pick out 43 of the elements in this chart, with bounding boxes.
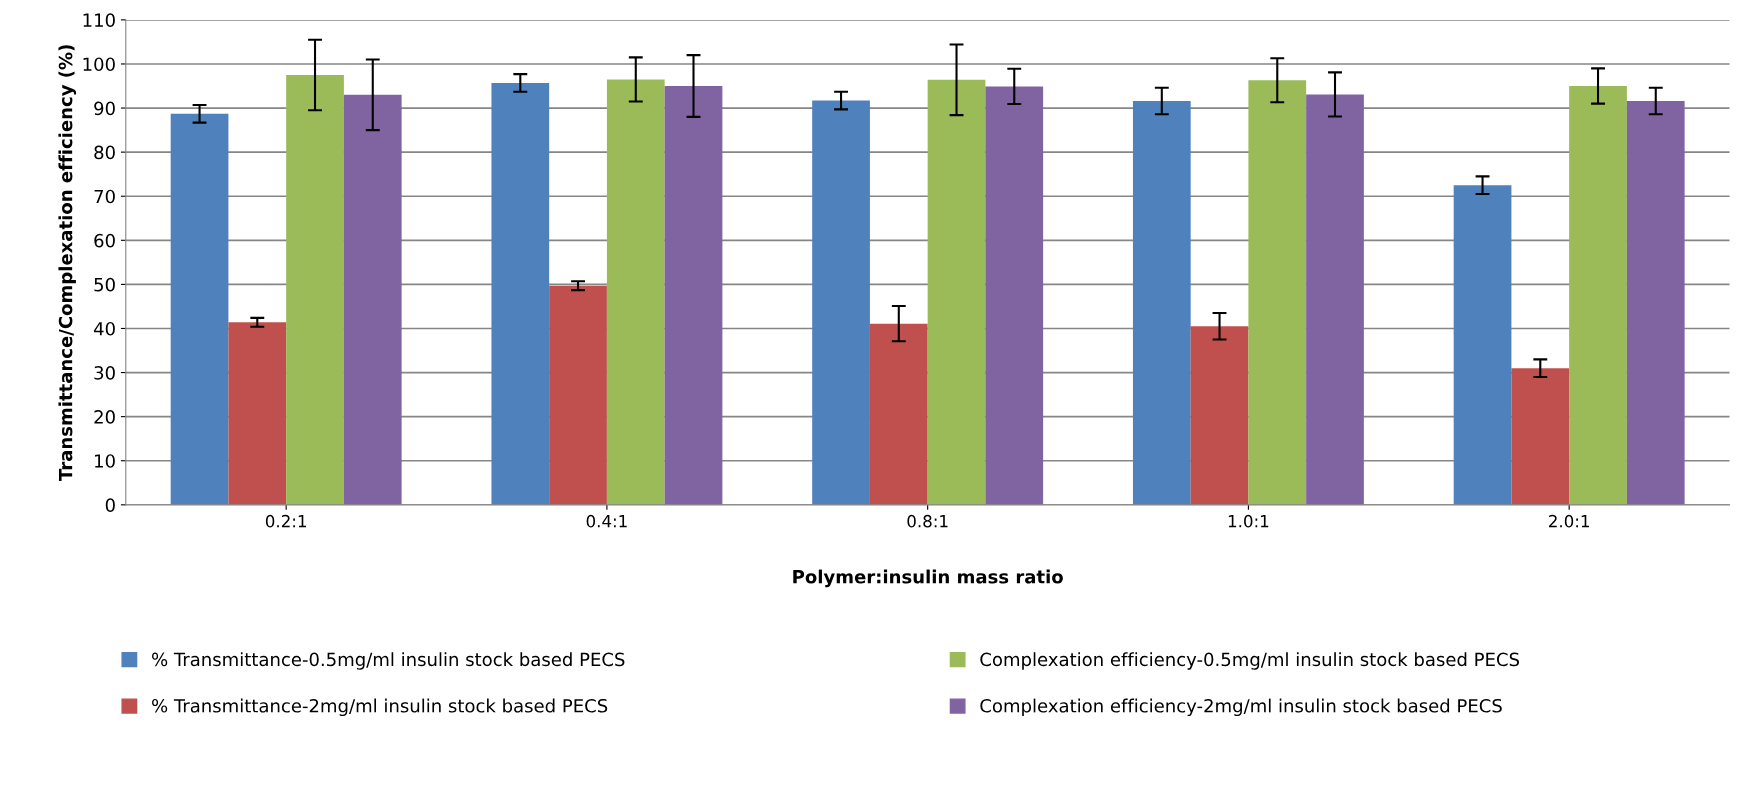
bar: [664, 86, 723, 505]
bar: [491, 82, 550, 505]
y-tick-label: 60: [94, 233, 115, 248]
legend-label: % Transmittance-0.5mg/ml insulin stock based PECS: [152, 652, 625, 670]
y-tick-label: 30: [94, 366, 115, 380]
y-tick-label: 70: [94, 189, 115, 204]
bar: [1569, 86, 1627, 505]
legend-label: Complexation efficiency-0.5mg/ml insulin stock based PECS: [980, 652, 1520, 670]
y-tick-label: 100: [83, 57, 115, 72]
x-tick-label: 0.8:1: [907, 514, 948, 528]
legend-label: Complexation efficiency-2mg/ml insulin stock based PECS: [980, 698, 1502, 717]
bar: [812, 100, 870, 505]
bar: [1306, 94, 1364, 505]
legend-label: % Transmittance-2mg/ml insulin stock based PECS: [152, 698, 608, 717]
y-tick-label: 0: [105, 498, 115, 512]
y-tick-label: 110: [83, 13, 115, 27]
bar: [927, 79, 986, 505]
x-tick-label: 0.2:1: [265, 514, 306, 528]
bar: [1248, 80, 1307, 505]
bar: [985, 86, 1044, 505]
x-tick-label: 1.0:1: [1228, 514, 1269, 528]
y-tick-label: 80: [94, 145, 115, 160]
x-axis-title: Polymer:insulin mass ratio: [793, 569, 1063, 588]
bar: [606, 79, 665, 505]
y-tick-label: 50: [94, 277, 115, 292]
y-tick-label: 90: [94, 101, 115, 116]
x-tick-label: 2.0:1: [1549, 514, 1589, 528]
bar: [1453, 185, 1512, 505]
bar: [1132, 100, 1191, 505]
bar: [1511, 368, 1570, 505]
bar: [286, 74, 344, 505]
x-tick-label: 0.4:1: [586, 514, 627, 528]
bar: [1626, 100, 1685, 505]
y-tick-label: 40: [93, 321, 115, 336]
y-tick-label: 10: [95, 454, 115, 468]
bar: [170, 113, 229, 505]
bar: [549, 285, 607, 505]
bar: [869, 323, 928, 505]
bar: [1190, 326, 1249, 505]
bar: [228, 322, 287, 505]
bar: [343, 94, 402, 505]
y-axis-title: Transmittance/Complexation efficiency (%): [58, 45, 77, 481]
y-tick-label: 20: [94, 410, 115, 424]
